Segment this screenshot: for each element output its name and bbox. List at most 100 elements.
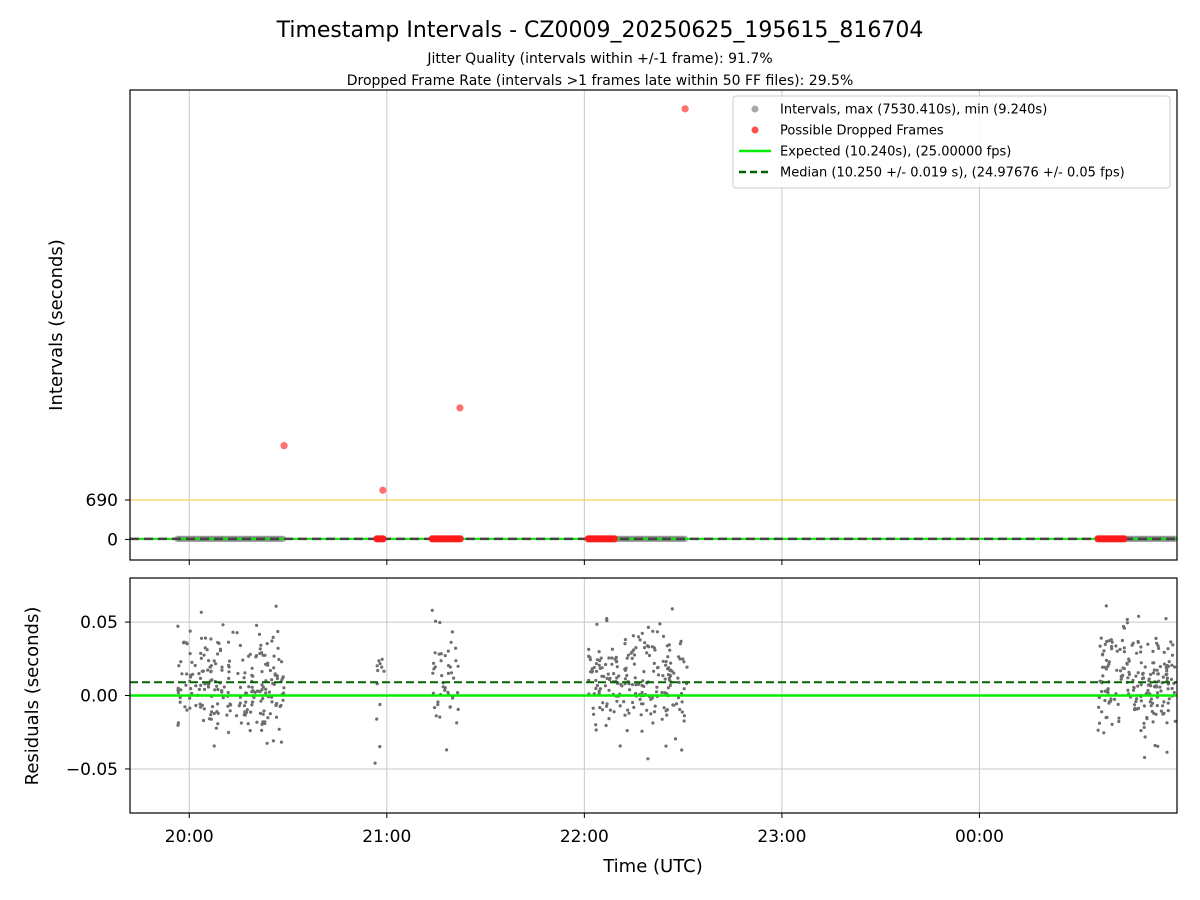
residual-point (617, 674, 621, 678)
residual-point (1100, 710, 1104, 714)
residual-point (679, 639, 683, 643)
residual-point (380, 657, 384, 661)
residual-point (1162, 650, 1166, 655)
residual-point (1136, 706, 1141, 711)
residual-point (282, 686, 286, 690)
residual-point (661, 634, 666, 639)
residual-point (639, 713, 643, 717)
residual-point (455, 721, 459, 725)
residual-point (274, 703, 278, 707)
residual-point (1161, 675, 1165, 679)
dropped-frame-point (1120, 535, 1128, 543)
residual-point (1156, 691, 1160, 695)
residual-point (215, 684, 219, 688)
residual-point (188, 629, 192, 633)
residual-point (214, 726, 218, 730)
residual-point (208, 665, 212, 669)
residual-point (279, 740, 284, 744)
residual-point (658, 622, 662, 626)
residual-point (1135, 697, 1139, 701)
residual-point (1106, 664, 1110, 669)
legend-label: Median (10.250 +/- 0.019 s), (24.97676 +… (780, 166, 1125, 181)
residual-point (378, 702, 382, 707)
residual-point (634, 683, 638, 687)
residual-point (1104, 667, 1108, 671)
residual-point (1165, 721, 1169, 725)
residual-point (260, 728, 264, 733)
residual-point (623, 713, 627, 717)
residual-point (633, 653, 637, 657)
residual-point (1146, 688, 1150, 693)
residual-point (180, 672, 184, 676)
residual-point (197, 687, 201, 692)
residual-point (431, 691, 435, 695)
residual-point (682, 714, 687, 718)
residual-point (218, 649, 223, 653)
residual-point (1170, 653, 1175, 657)
residual-point (605, 676, 609, 681)
residual-point (1166, 709, 1170, 713)
x-tick-label: 00:00 (955, 827, 1004, 847)
residual-point (1101, 674, 1105, 678)
x-tick-label: 20:00 (165, 827, 214, 847)
residual-point (1115, 668, 1119, 672)
residual-point (1098, 644, 1102, 648)
residual-point (216, 652, 220, 656)
residual-point (597, 650, 601, 654)
residual-point (599, 656, 603, 660)
residual-point (1170, 686, 1174, 691)
residual-point (264, 687, 268, 691)
residual-point (628, 688, 632, 692)
residual-point (249, 710, 253, 714)
residual-point (247, 654, 251, 658)
residual-point (220, 668, 224, 672)
residual-point (1134, 699, 1138, 704)
residual-point (1102, 731, 1106, 735)
residual-point (660, 717, 664, 721)
dropped-frame-outlier (379, 486, 387, 494)
residual-point (1103, 689, 1107, 693)
residual-point (1166, 687, 1170, 691)
residual-point (1143, 735, 1147, 739)
residual-point (242, 704, 247, 708)
residual-point (1115, 649, 1119, 653)
residual-point (638, 697, 642, 702)
residual-point (1151, 671, 1155, 675)
residual-point (655, 630, 660, 634)
residuals-y-ticks: −0.05 0.00 0.05 (66, 613, 130, 780)
residual-point (227, 665, 231, 669)
residual-point (610, 656, 614, 660)
residual-point (236, 671, 240, 676)
residual-point (652, 669, 656, 673)
residual-point (615, 665, 619, 669)
residual-point (669, 661, 673, 665)
residual-point (1162, 700, 1166, 704)
residual-point (1142, 721, 1146, 726)
residual-point (594, 728, 598, 732)
residual-point (626, 708, 630, 712)
residual-point (1122, 666, 1126, 671)
residual-point (450, 630, 454, 634)
dropped-frame-point (379, 535, 387, 543)
residual-point (1158, 665, 1162, 669)
residual-point (448, 705, 452, 709)
residual-point (1145, 717, 1149, 721)
dropped-frame-point (610, 535, 618, 543)
residual-point (626, 653, 631, 657)
residual-point (265, 642, 269, 646)
residual-point (264, 691, 268, 695)
residual-point (281, 675, 285, 679)
residual-point (601, 701, 605, 705)
residual-point (448, 665, 452, 669)
residual-point (1126, 676, 1130, 680)
residual-point (446, 649, 450, 653)
residual-point (641, 702, 645, 706)
residual-point (588, 655, 592, 660)
residual-point (1146, 683, 1151, 687)
residual-point (376, 668, 380, 673)
residual-point (592, 665, 596, 670)
residual-point (625, 673, 629, 678)
residual-point (595, 669, 599, 673)
residual-point (670, 607, 674, 611)
residual-point (439, 659, 443, 663)
